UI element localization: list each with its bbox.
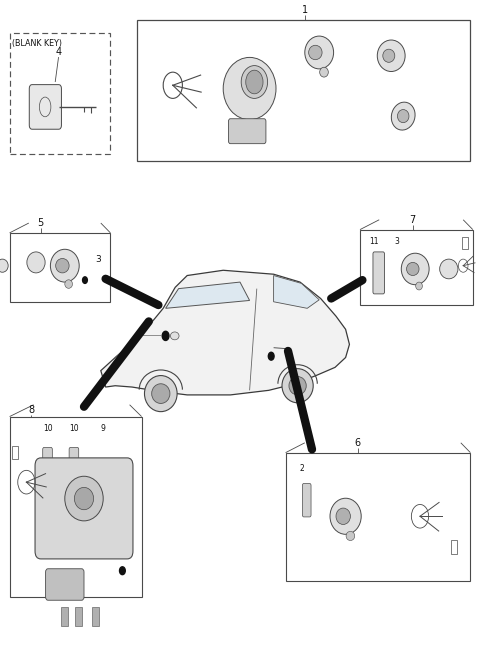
- FancyBboxPatch shape: [35, 458, 133, 559]
- Ellipse shape: [346, 531, 355, 541]
- FancyBboxPatch shape: [69, 447, 79, 478]
- Polygon shape: [166, 282, 250, 308]
- Text: 11: 11: [370, 237, 379, 247]
- Bar: [75, 607, 82, 626]
- Ellipse shape: [416, 282, 422, 290]
- Ellipse shape: [74, 487, 94, 510]
- Ellipse shape: [0, 259, 8, 272]
- Ellipse shape: [50, 249, 79, 282]
- Text: 2: 2: [300, 464, 305, 474]
- FancyBboxPatch shape: [228, 119, 266, 144]
- Ellipse shape: [282, 369, 313, 403]
- Ellipse shape: [309, 45, 322, 60]
- Text: 9: 9: [101, 424, 106, 433]
- Ellipse shape: [144, 375, 177, 412]
- Text: 5: 5: [37, 218, 44, 228]
- Ellipse shape: [289, 377, 306, 395]
- Circle shape: [120, 567, 125, 575]
- FancyBboxPatch shape: [373, 252, 384, 294]
- Ellipse shape: [320, 68, 328, 77]
- Text: 3: 3: [395, 237, 399, 247]
- Text: 3: 3: [96, 255, 101, 264]
- Text: 6: 6: [355, 438, 360, 448]
- Text: 10: 10: [43, 424, 53, 433]
- Ellipse shape: [336, 508, 350, 525]
- Ellipse shape: [391, 102, 415, 130]
- Circle shape: [83, 277, 87, 283]
- Bar: [10, 233, 110, 302]
- Text: 7: 7: [409, 215, 416, 225]
- Circle shape: [268, 352, 274, 360]
- Circle shape: [246, 70, 263, 94]
- Ellipse shape: [407, 262, 419, 276]
- Text: 4: 4: [56, 47, 61, 58]
- Ellipse shape: [65, 279, 72, 288]
- Ellipse shape: [377, 40, 405, 72]
- FancyBboxPatch shape: [43, 447, 52, 478]
- Ellipse shape: [401, 253, 429, 285]
- Bar: [10, 417, 142, 597]
- Bar: [137, 20, 470, 161]
- Ellipse shape: [305, 36, 334, 69]
- Ellipse shape: [440, 259, 458, 279]
- FancyBboxPatch shape: [302, 483, 311, 517]
- Text: 8: 8: [28, 405, 34, 415]
- Ellipse shape: [65, 476, 103, 521]
- Ellipse shape: [152, 384, 170, 403]
- Ellipse shape: [56, 258, 69, 273]
- Text: 1: 1: [302, 5, 308, 15]
- Bar: [92, 607, 99, 626]
- Ellipse shape: [27, 252, 45, 273]
- Ellipse shape: [330, 499, 361, 534]
- Bar: [462, 237, 468, 249]
- FancyBboxPatch shape: [29, 85, 61, 129]
- Bar: [286, 453, 470, 581]
- Bar: [451, 540, 457, 554]
- Ellipse shape: [223, 58, 276, 119]
- Bar: [360, 230, 473, 305]
- Ellipse shape: [397, 110, 409, 123]
- Ellipse shape: [170, 332, 179, 340]
- Bar: [12, 446, 18, 459]
- Bar: [10, 33, 110, 154]
- Polygon shape: [274, 276, 319, 308]
- FancyBboxPatch shape: [46, 569, 84, 600]
- Ellipse shape: [241, 66, 268, 98]
- Text: (BLANK KEY): (BLANK KEY): [12, 39, 62, 49]
- Bar: [61, 607, 68, 626]
- Circle shape: [162, 331, 169, 340]
- Ellipse shape: [383, 49, 395, 62]
- Polygon shape: [101, 270, 349, 395]
- Text: 10: 10: [70, 424, 79, 433]
